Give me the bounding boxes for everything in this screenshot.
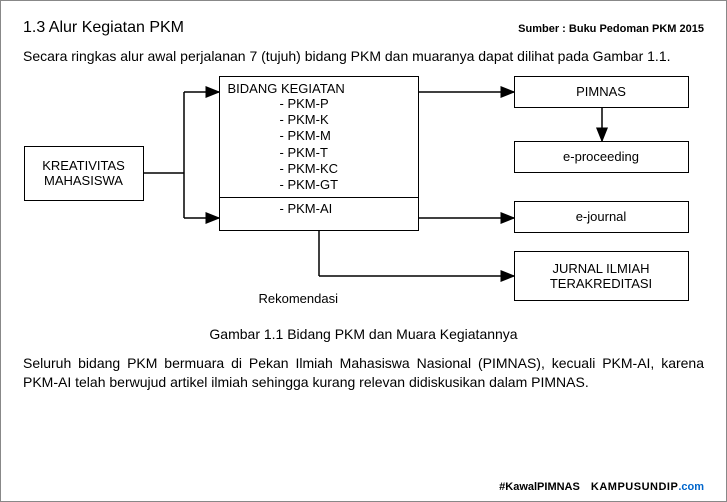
node-pimnas: PIMNAS bbox=[514, 76, 689, 108]
node-kreativitas: KREATIVITAS MAHASISWA bbox=[24, 146, 144, 201]
bidang-item: PKM-P bbox=[280, 96, 418, 112]
figure-caption: Gambar 1.1 Bidang PKM dan Muara Kegiatan… bbox=[23, 326, 704, 342]
flow-diagram: KREATIVITAS MAHASISWA BIDANG KEGIATAN PK… bbox=[24, 76, 704, 316]
footer: #KawalPIMNAS KAMPUSUNDIP.com bbox=[499, 481, 704, 493]
node-ejournal: e-journal bbox=[514, 201, 689, 233]
footer-brand1: KAMPUSUNDIP bbox=[591, 481, 678, 493]
section-title: 1.3 Alur Kegiatan PKM bbox=[23, 19, 184, 37]
rekomendasi-label: Rekomendasi bbox=[259, 291, 339, 306]
source-label: Sumber : Buku Pedoman PKM 2015 bbox=[518, 23, 704, 35]
bidang-ai: PKM-AI bbox=[220, 198, 418, 219]
footer-brand2: .com bbox=[678, 481, 704, 493]
bidang-item: PKM-K bbox=[280, 112, 418, 128]
document-page: 1.3 Alur Kegiatan PKM Sumber : Buku Pedo… bbox=[0, 0, 727, 502]
header-row: 1.3 Alur Kegiatan PKM Sumber : Buku Pedo… bbox=[23, 19, 704, 37]
intro-text: Secara ringkas alur awal perjalanan 7 (t… bbox=[23, 47, 704, 66]
node-eproceeding: e-proceeding bbox=[514, 141, 689, 173]
bidang-item: PKM-GT bbox=[280, 177, 418, 193]
bidang-list: PKM-PPKM-KPKM-MPKM-TPKM-KCPKM-GT bbox=[220, 96, 418, 198]
bidang-item: PKM-T bbox=[280, 145, 418, 161]
footer-hashtag: #KawalPIMNAS bbox=[499, 481, 580, 493]
bidang-title: BIDANG KEGIATAN bbox=[220, 77, 418, 96]
bidang-item: PKM-KC bbox=[280, 161, 418, 177]
body-paragraph: Seluruh bidang PKM bermuara di Pekan Ilm… bbox=[23, 354, 704, 392]
node-bidang-kegiatan: BIDANG KEGIATAN PKM-PPKM-KPKM-MPKM-TPKM-… bbox=[219, 76, 419, 231]
node-jurnal-ilmiah: JURNAL ILMIAH TERAKREDITASI bbox=[514, 251, 689, 301]
bidang-item: PKM-M bbox=[280, 128, 418, 144]
